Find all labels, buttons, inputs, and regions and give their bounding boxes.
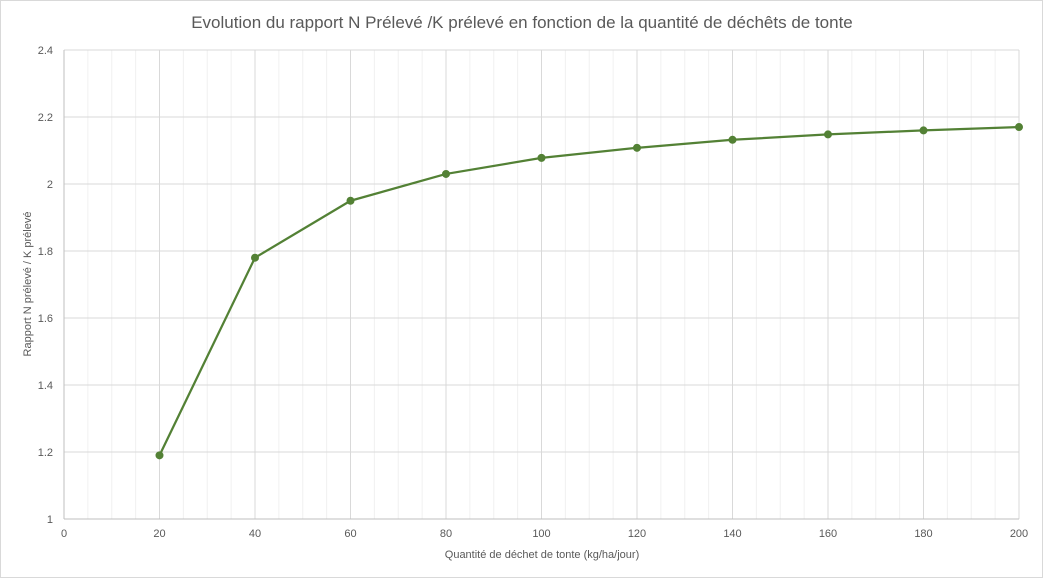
data-point (633, 143, 641, 152)
y-tick-label: 1.4 (38, 380, 53, 392)
y-tick-label: 1.6 (38, 313, 53, 325)
x-tick-label: 180 (914, 528, 932, 540)
x-tick-label: 20 (153, 528, 165, 540)
axes (63, 50, 1019, 520)
data-point (346, 196, 355, 205)
data-point (537, 153, 546, 162)
y-tick-label: 2.4 (38, 45, 53, 57)
data-point (155, 451, 164, 460)
data-point (442, 169, 450, 178)
x-axis-label: Quantité de déchet de tonte (kg/ha/jour) (445, 549, 639, 561)
y-axis-label: Rapport N prélevé / K prélevé (22, 212, 34, 357)
x-tick-label: 60 (344, 528, 356, 540)
x-tick-label: 160 (819, 528, 837, 540)
series-layer (155, 123, 1023, 460)
data-point (919, 126, 928, 135)
x-tick-label: 0 (61, 528, 67, 540)
major-gridlines (64, 49, 1020, 519)
series-line (158, 125, 1020, 456)
x-tick-label: 80 (440, 528, 452, 540)
x-tick-label: 200 (1010, 528, 1028, 540)
y-tick-label: 1 (47, 514, 53, 526)
x-tick-labels: 0 20 40 60 80 100 120 140 160 180 200 (61, 528, 1028, 540)
y-tick-label: 2 (47, 179, 53, 191)
minor-gridlines (87, 50, 996, 519)
y-tick-label: 2.2 (38, 112, 53, 124)
x-tick-label: 100 (532, 528, 550, 540)
y-tick-label: 1.2 (38, 447, 53, 459)
x-tick-label: 40 (249, 528, 261, 540)
x-tick-label: 120 (628, 528, 646, 540)
y-tick-labels: 1 1.2 1.4 1.6 1.8 2 2.2 2.4 (38, 45, 53, 526)
chart-title: Evolution du rapport N Prélevé /K prélev… (191, 13, 853, 32)
x-tick-label: 140 (723, 528, 741, 540)
data-point (1015, 123, 1023, 132)
data-point (824, 130, 832, 139)
data-point (251, 253, 259, 262)
y-tick-label: 1.8 (38, 246, 53, 258)
data-point (728, 135, 737, 144)
